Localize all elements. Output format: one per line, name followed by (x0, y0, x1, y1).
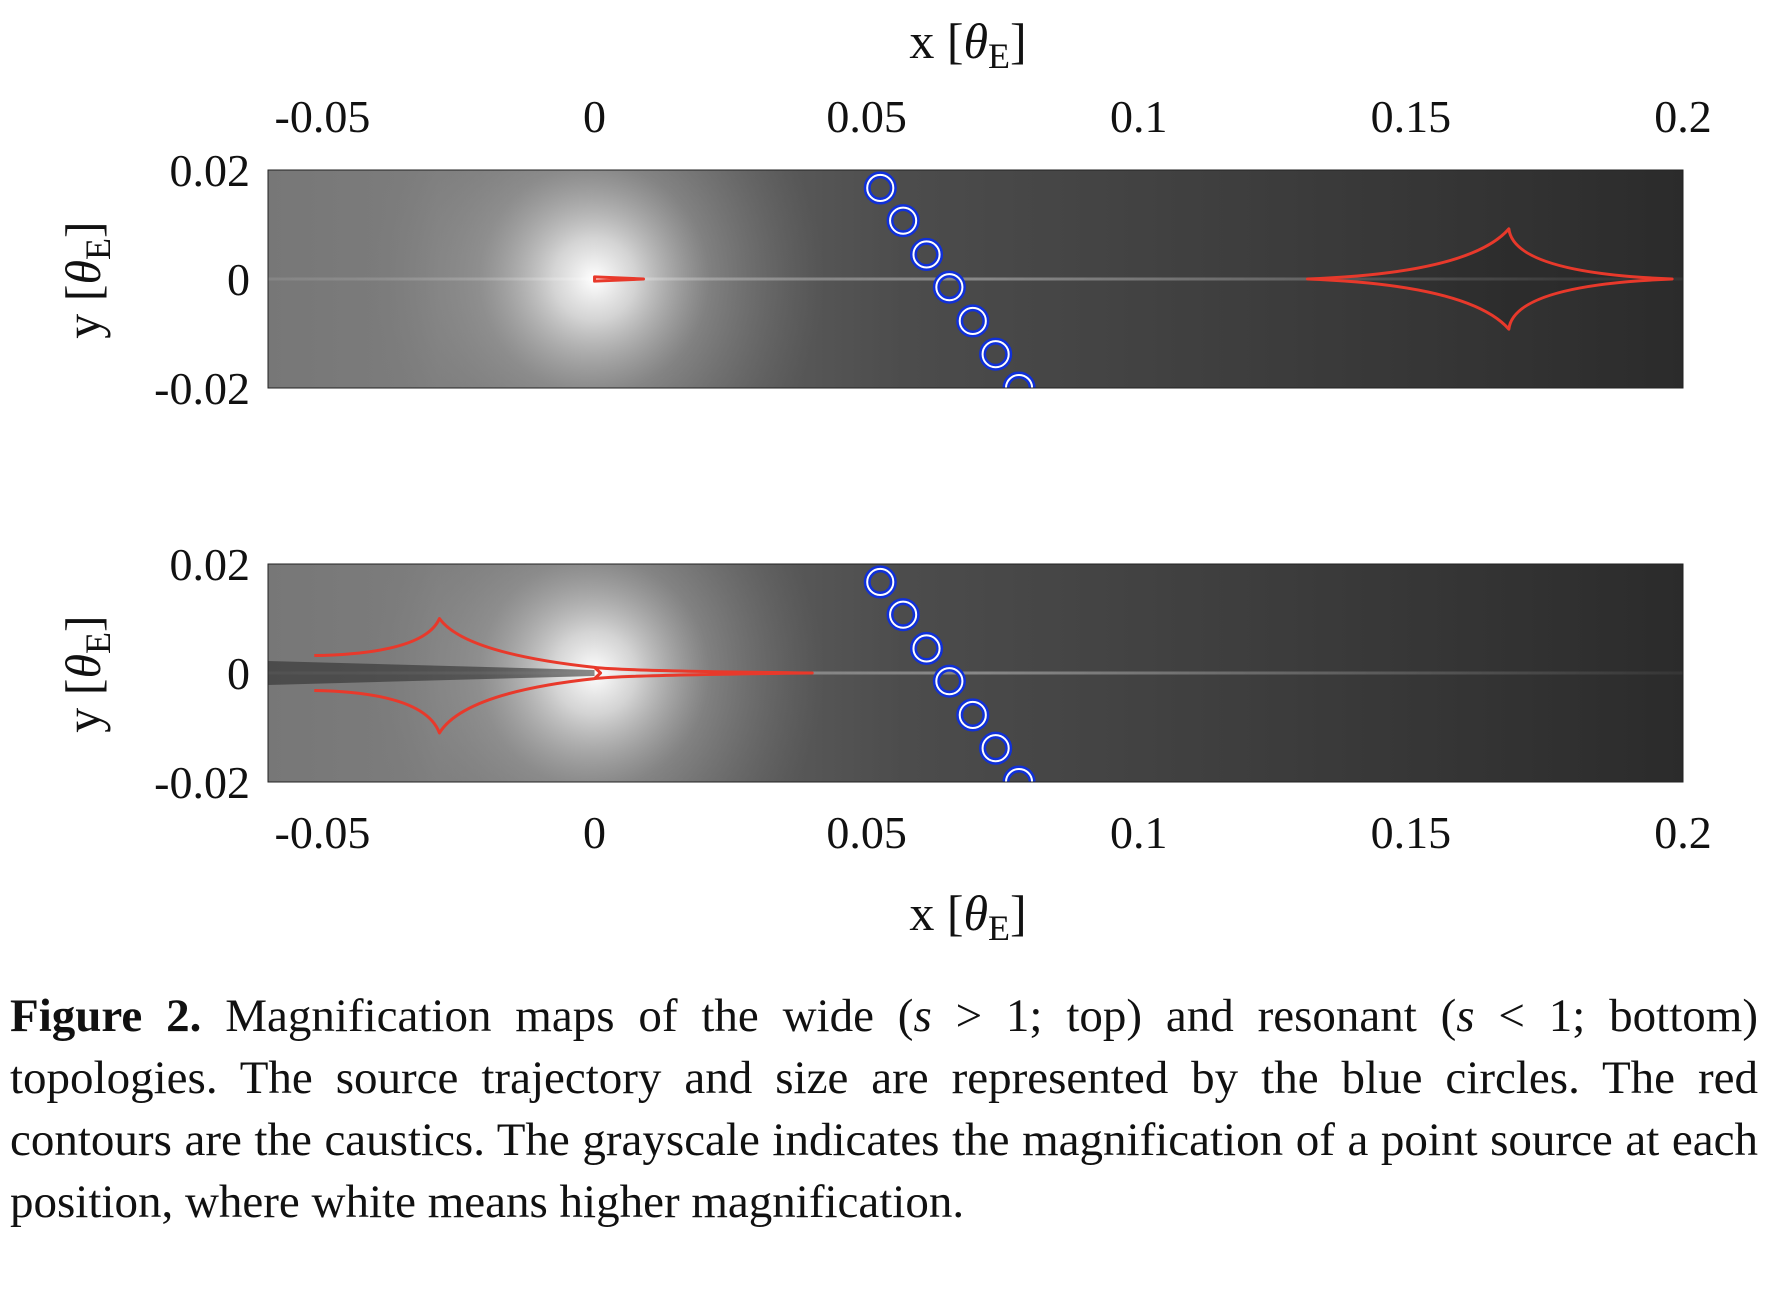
source-circle-highlight (912, 634, 941, 663)
source-circle-highlight (889, 206, 918, 235)
figure: x [θE] x [θE] y [θE] y [θE] 0.02 0 -0.02 0.… (55, 13, 1712, 948)
y-tick-label: 0 (227, 648, 250, 699)
caustic-small (593, 275, 646, 283)
x-tick-label-bottom: 0.05 (826, 807, 907, 858)
source-circle-highlight (958, 700, 987, 730)
caption-s-b: s (1456, 990, 1475, 1042)
source-circle-highlight (889, 600, 918, 629)
y-tick-label: 0.02 (170, 539, 251, 590)
caustic-astroid (1305, 227, 1674, 331)
panel-bottom (267, 563, 1684, 783)
figure-svg: x [θE] x [θE] y [θE] y [θE] 0.020-0.020.… (55, 13, 1712, 948)
x-tick-label-top: 0 (583, 91, 606, 142)
x-tick-label-bottom: -0.05 (275, 807, 371, 858)
source-circle-highlight (981, 340, 1010, 369)
caption-text-3: < 1; bottom) topologies. The source traj… (10, 990, 1758, 1228)
x-tick-label-top: 0.05 (826, 91, 907, 142)
x-tick-label-bottom: 0 (583, 807, 606, 858)
x-tick-label-top: 0.1 (1110, 91, 1168, 142)
y-axis-label-bottom: y [θE] (55, 615, 118, 732)
caption-s-a: s (913, 990, 932, 1042)
x-tick-label-top: 0.2 (1654, 91, 1712, 142)
caption-text-1: Magnification maps of the wide ( (201, 990, 914, 1042)
x-tick-label-bottom: 0.1 (1110, 807, 1168, 858)
plot-area-top (268, 170, 1683, 388)
y-tick-label: -0.02 (154, 363, 250, 414)
caption-label: Figure 2. (10, 990, 202, 1042)
source-circle-highlight (1004, 373, 1034, 388)
plot-frame (267, 563, 1684, 783)
caustic-fill (1307, 228, 1673, 330)
caustic-resonant (314, 617, 814, 735)
source-circle-highlight (866, 173, 895, 203)
x-tick-label-bottom: 0.15 (1371, 807, 1452, 858)
panel-top (267, 169, 1684, 389)
caustic-inner-shadow (268, 661, 595, 685)
plot-frame (267, 169, 1684, 389)
source-circle-highlight (935, 273, 964, 302)
y-axis-label-top: y [θE] (55, 221, 118, 338)
source-circle-highlight (866, 567, 895, 597)
x-tick-label-top: 0.15 (1371, 91, 1452, 142)
source-circle-highlight (912, 240, 941, 269)
source-circle-highlight (935, 667, 964, 696)
tick-labels: 0.02 0 -0.02 0.02 0 -0.02 -0.05 -0.05 0 0 0.05 0.05… (154, 91, 1712, 858)
x-tick-label-bottom: 0.2 (1654, 807, 1712, 858)
source-circle-highlight (1004, 767, 1034, 782)
x-tick-label-top: -0.05 (275, 91, 371, 142)
y-tick-label: -0.02 (154, 757, 250, 808)
magnification-streak (268, 277, 1683, 281)
caption-text-2: > 1; top) and resonant ( (931, 990, 1457, 1042)
source-circle-highlight (958, 306, 987, 336)
x-axis-label-bottom: x [θE] (909, 885, 1026, 948)
magnification-streak (268, 671, 1683, 675)
y-tick-label: 0.02 (170, 145, 251, 196)
x-axis-label-top: x [θE] (909, 13, 1026, 76)
plot-area-bottom (268, 564, 1683, 782)
source-circle-highlight (981, 734, 1010, 763)
y-tick-label: 0 (227, 254, 250, 305)
figure-caption: Figure 2. Magnification maps of the wide… (10, 985, 1758, 1233)
